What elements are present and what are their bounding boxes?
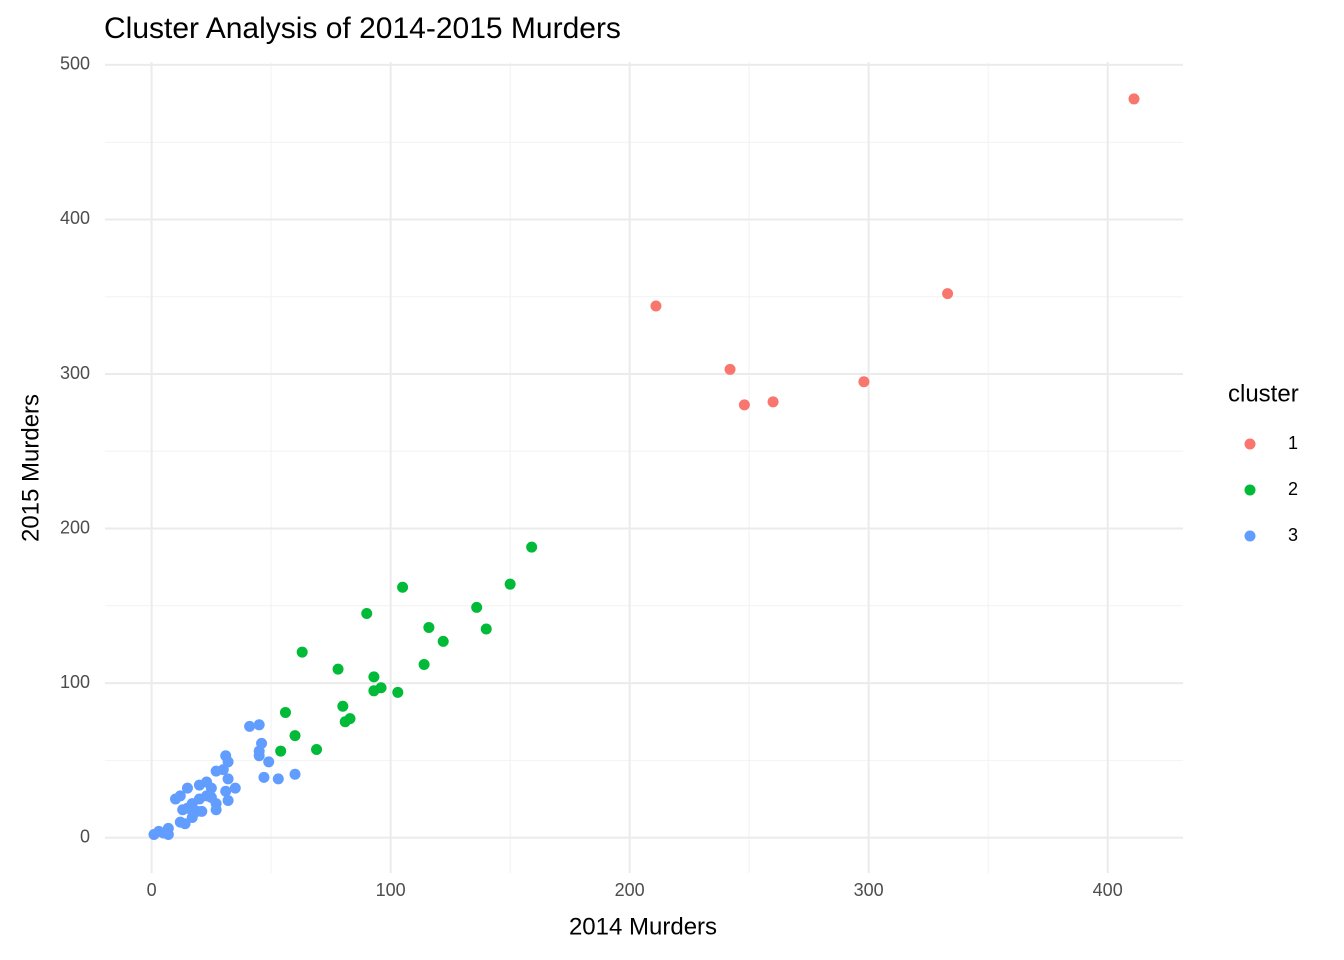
point bbox=[397, 581, 409, 593]
point bbox=[170, 793, 182, 805]
point bbox=[296, 646, 308, 658]
point bbox=[210, 765, 222, 777]
point bbox=[181, 782, 193, 794]
point bbox=[181, 802, 193, 814]
point bbox=[253, 719, 265, 731]
point bbox=[418, 659, 430, 671]
legend-label: 3 bbox=[1288, 525, 1298, 545]
y-tick-label: 400 bbox=[60, 208, 90, 228]
point bbox=[222, 773, 234, 785]
point bbox=[332, 663, 344, 675]
y-axis-title: 2015 Murders bbox=[17, 394, 44, 542]
point bbox=[337, 700, 349, 712]
y-tick-label: 200 bbox=[60, 517, 90, 537]
legend-label: 2 bbox=[1288, 479, 1298, 499]
point bbox=[222, 795, 234, 807]
point bbox=[311, 744, 323, 756]
point bbox=[158, 827, 170, 839]
x-tick-label: 400 bbox=[1093, 880, 1123, 900]
point bbox=[650, 300, 662, 312]
point bbox=[244, 720, 256, 732]
point bbox=[526, 541, 538, 553]
point bbox=[423, 621, 435, 633]
y-tick-label: 100 bbox=[60, 672, 90, 692]
point bbox=[392, 686, 404, 698]
y-tick-label: 0 bbox=[80, 826, 90, 846]
x-tick-label: 100 bbox=[376, 880, 406, 900]
point bbox=[229, 782, 241, 794]
point bbox=[148, 829, 160, 841]
legend-title: cluster bbox=[1228, 380, 1299, 407]
point bbox=[361, 608, 373, 620]
point bbox=[858, 376, 870, 388]
chart-title: Cluster Analysis of 2014-2015 Murders bbox=[104, 12, 621, 45]
point bbox=[186, 812, 198, 824]
point bbox=[767, 396, 779, 408]
point bbox=[942, 288, 954, 300]
point bbox=[480, 623, 492, 635]
point bbox=[1128, 93, 1140, 105]
point bbox=[339, 716, 351, 728]
point bbox=[368, 685, 380, 697]
point bbox=[179, 818, 191, 830]
legend-key bbox=[1244, 530, 1256, 542]
point bbox=[258, 771, 270, 783]
point bbox=[193, 779, 205, 791]
point bbox=[279, 706, 291, 718]
point bbox=[272, 773, 284, 785]
point bbox=[275, 745, 287, 757]
legend-key bbox=[1244, 438, 1256, 450]
point bbox=[437, 635, 449, 647]
point bbox=[471, 601, 483, 613]
point bbox=[196, 805, 208, 817]
point bbox=[253, 750, 265, 762]
point bbox=[263, 756, 275, 768]
point bbox=[289, 730, 301, 742]
point bbox=[724, 363, 736, 375]
point bbox=[289, 768, 301, 780]
point bbox=[368, 671, 380, 683]
x-tick-label: 0 bbox=[147, 880, 157, 900]
x-tick-label: 200 bbox=[615, 880, 645, 900]
y-tick-label: 500 bbox=[60, 54, 90, 74]
point bbox=[220, 785, 232, 797]
x-axis-title: 2014 Murders bbox=[569, 913, 717, 940]
legend-label: 1 bbox=[1288, 433, 1298, 453]
point bbox=[738, 399, 750, 411]
x-tick-label: 300 bbox=[854, 880, 884, 900]
point bbox=[504, 578, 516, 590]
y-tick-label: 300 bbox=[60, 363, 90, 383]
legend-key bbox=[1244, 484, 1256, 496]
point bbox=[210, 798, 222, 810]
